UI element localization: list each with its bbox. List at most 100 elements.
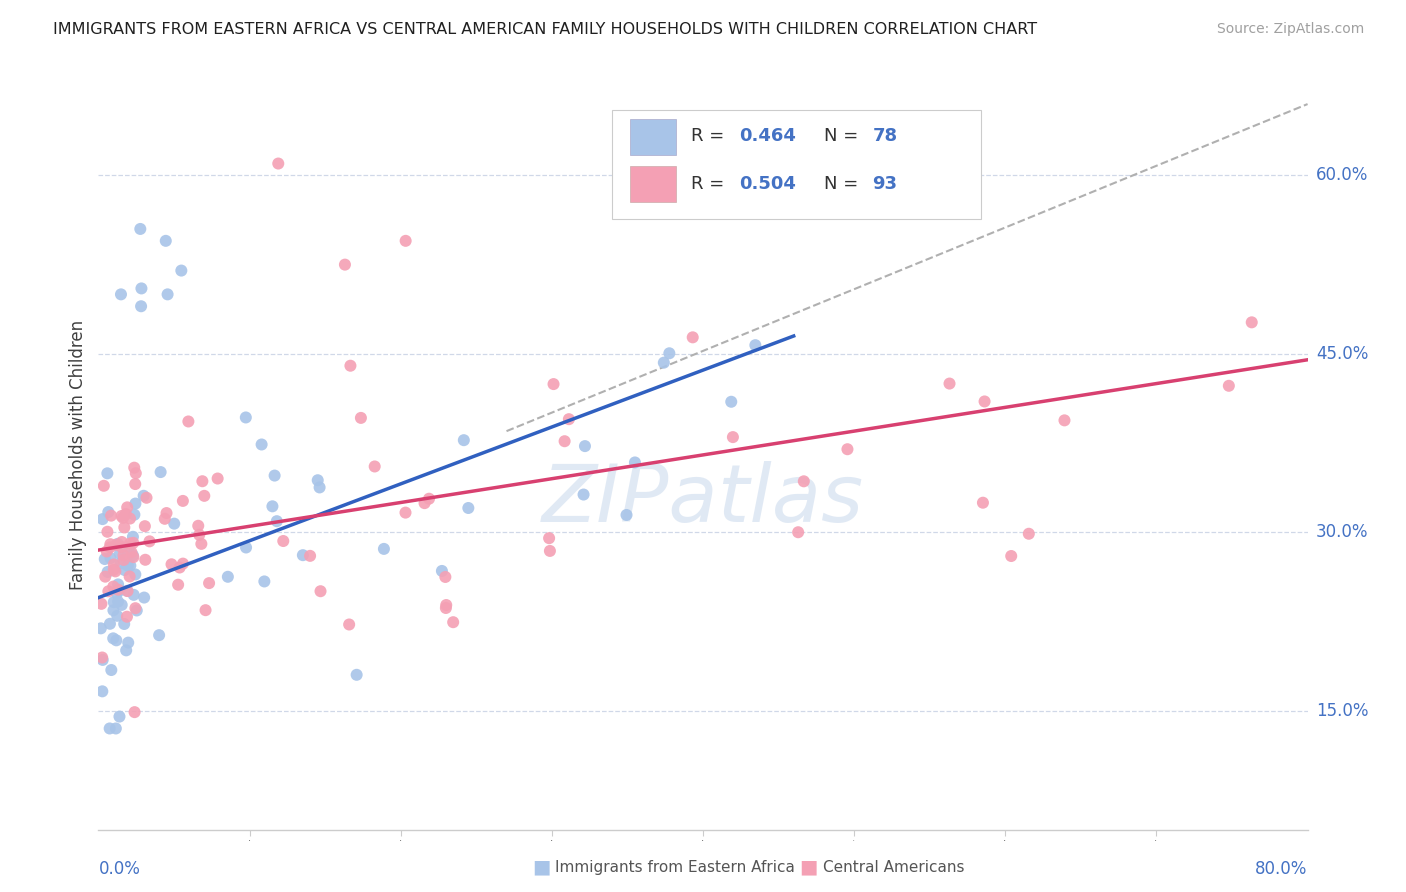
Point xyxy=(103,632,125,646)
Point xyxy=(96,524,118,539)
Point xyxy=(1018,526,1040,541)
Point xyxy=(682,330,704,344)
Point xyxy=(124,508,146,522)
Point xyxy=(104,565,127,579)
Point xyxy=(172,557,194,571)
Text: 78: 78 xyxy=(872,128,897,145)
Point xyxy=(91,650,114,665)
FancyBboxPatch shape xyxy=(630,167,676,202)
Point xyxy=(103,558,125,572)
Point xyxy=(263,468,285,483)
Point xyxy=(105,538,128,552)
Point xyxy=(91,684,114,698)
Point xyxy=(91,653,114,667)
Point xyxy=(339,359,361,373)
Point xyxy=(96,544,118,558)
Point xyxy=(973,394,995,409)
Point xyxy=(108,547,131,561)
Point xyxy=(124,497,146,511)
Point xyxy=(93,479,115,493)
Point xyxy=(94,552,117,566)
Point xyxy=(110,509,132,524)
Point xyxy=(129,222,152,236)
Point xyxy=(97,565,120,579)
Point xyxy=(103,580,125,594)
Point xyxy=(1218,379,1240,393)
Point xyxy=(100,663,122,677)
Point xyxy=(110,540,132,554)
Point xyxy=(572,487,595,501)
Point xyxy=(110,556,132,570)
Point xyxy=(122,549,145,563)
Point xyxy=(117,584,139,599)
Point xyxy=(114,507,136,521)
Point xyxy=(457,501,479,516)
Point xyxy=(190,537,212,551)
Point xyxy=(191,475,214,489)
Point xyxy=(100,508,122,523)
Point xyxy=(188,528,211,542)
Point xyxy=(434,601,457,615)
Point xyxy=(155,234,177,248)
Point xyxy=(120,545,142,559)
Point xyxy=(167,578,190,592)
Point xyxy=(122,460,145,475)
Text: 0.0%: 0.0% xyxy=(98,860,141,878)
Point xyxy=(616,508,638,522)
Point xyxy=(453,433,475,447)
Point xyxy=(115,500,138,515)
Point xyxy=(169,560,191,574)
Point xyxy=(96,467,118,481)
Point xyxy=(1000,549,1022,563)
Point xyxy=(307,473,329,487)
Point xyxy=(107,582,129,597)
Text: N =: N = xyxy=(824,128,863,145)
Point xyxy=(177,414,200,428)
Point xyxy=(1053,413,1076,427)
Point xyxy=(131,281,153,295)
Point xyxy=(350,411,373,425)
Point xyxy=(134,553,156,567)
Point xyxy=(118,540,141,554)
Point xyxy=(129,299,152,313)
Point xyxy=(118,511,141,525)
Point xyxy=(938,376,960,391)
Point xyxy=(107,594,129,608)
Point xyxy=(972,496,994,510)
Point xyxy=(90,621,112,635)
Point xyxy=(172,494,194,508)
Point xyxy=(103,603,125,617)
Point xyxy=(100,551,122,566)
Point xyxy=(90,597,112,611)
Point xyxy=(543,377,565,392)
Point xyxy=(105,608,128,623)
Point xyxy=(554,434,576,449)
Point xyxy=(125,603,148,617)
Point xyxy=(394,506,416,520)
Point xyxy=(97,505,120,519)
Point xyxy=(120,536,142,550)
Point xyxy=(122,530,145,544)
Point xyxy=(91,512,114,526)
Point xyxy=(720,394,742,409)
Point xyxy=(1240,315,1263,329)
Text: Immigrants from Eastern Africa: Immigrants from Eastern Africa xyxy=(555,860,796,874)
Point xyxy=(266,514,288,528)
Point xyxy=(271,534,294,549)
Point xyxy=(299,549,322,563)
Text: R =: R = xyxy=(690,175,730,193)
Y-axis label: Family Households with Children: Family Households with Children xyxy=(69,320,87,590)
Point xyxy=(163,516,186,531)
Point xyxy=(104,722,127,736)
Point xyxy=(112,617,135,632)
Text: IMMIGRANTS FROM EASTERN AFRICA VS CENTRAL AMERICAN FAMILY HOUSEHOLDS WITH CHILDR: IMMIGRANTS FROM EASTERN AFRICA VS CENTRA… xyxy=(53,22,1038,37)
Text: 15.0%: 15.0% xyxy=(1316,702,1368,720)
Point xyxy=(103,563,125,577)
Point xyxy=(118,569,141,583)
Point xyxy=(744,338,766,352)
Text: ■: ■ xyxy=(531,857,551,877)
Point xyxy=(98,722,121,736)
Point xyxy=(111,598,134,612)
Point xyxy=(115,609,138,624)
Point xyxy=(132,489,155,503)
